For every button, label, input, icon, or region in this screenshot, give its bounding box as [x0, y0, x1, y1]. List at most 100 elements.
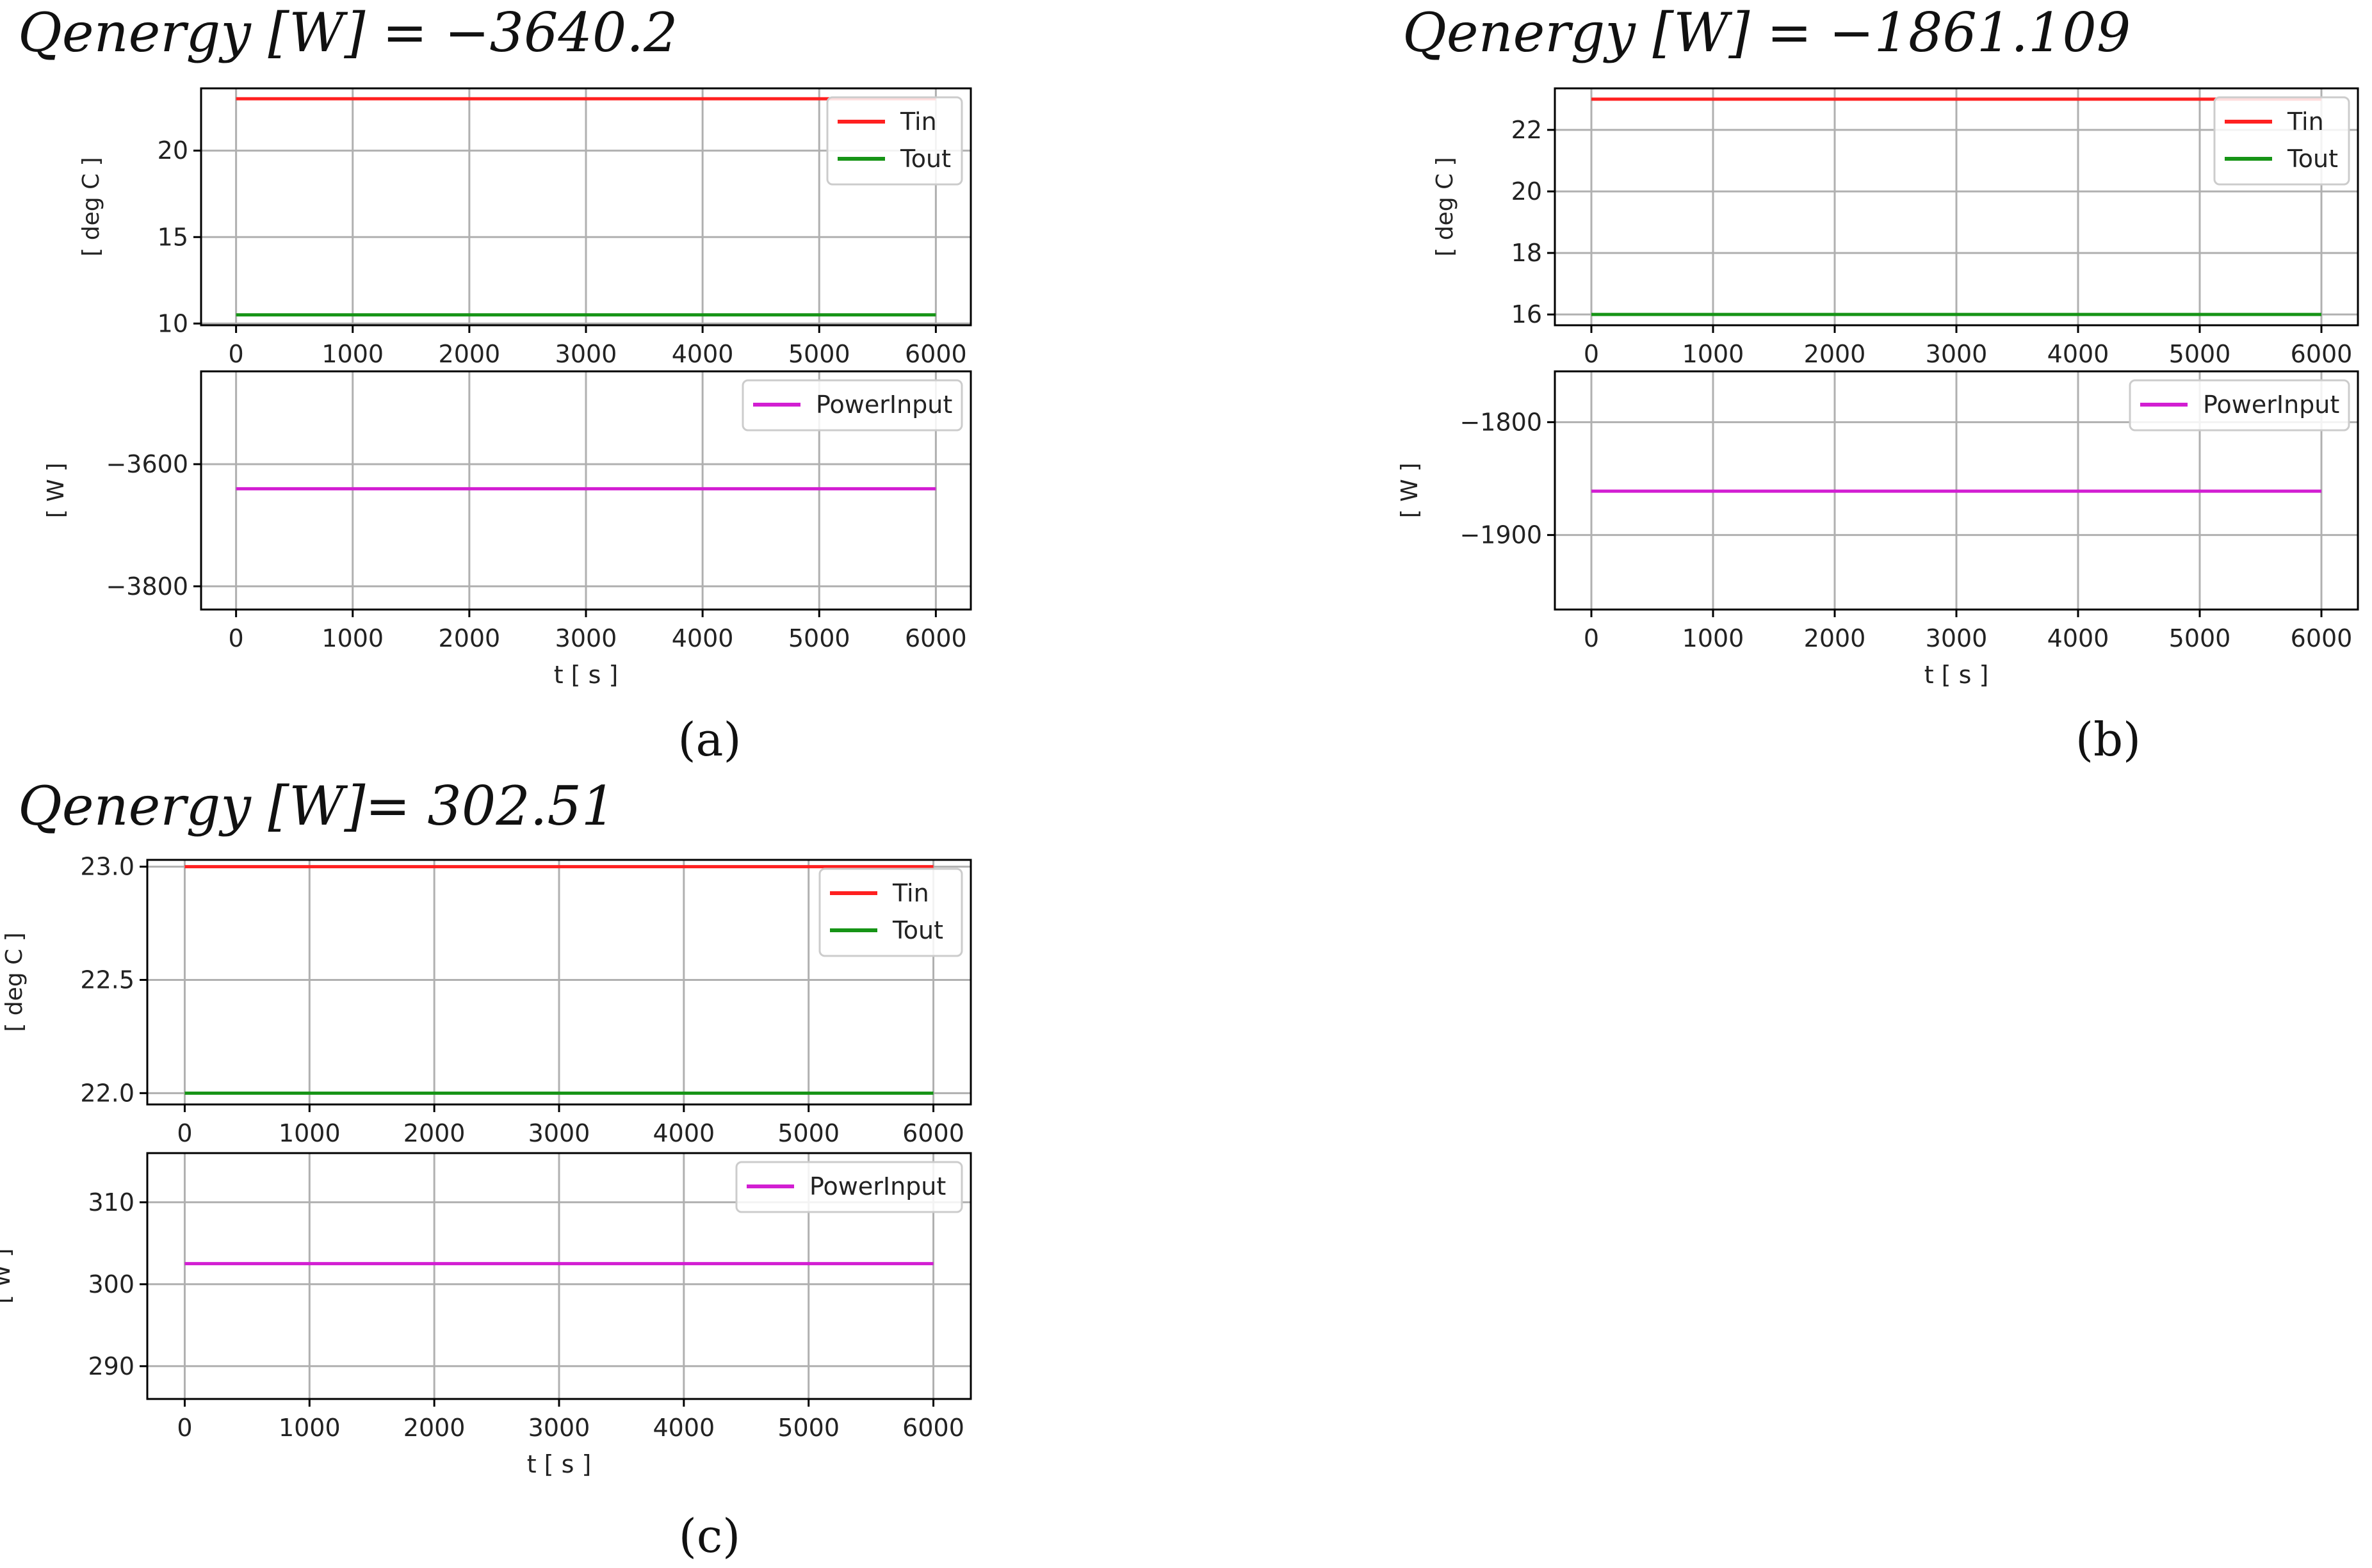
x-tick-label: 4000: [672, 340, 734, 368]
panel-a-temperature-chart: 0 1000 2000 3000 4000 5000 6000 10 15 20 [ deg C ]…: [78, 87, 972, 368]
legend-label-tin: Tin: [892, 879, 929, 907]
y-tick-label: −3800: [106, 572, 188, 601]
x-tick-label: 6000: [2291, 624, 2353, 652]
legend: Tin Tout: [2213, 96, 2350, 186]
legend: PowerInput: [2129, 379, 2350, 432]
x-tick-label: 4000: [2047, 340, 2109, 368]
legend-label-powerinput: PowerInput: [2203, 391, 2339, 419]
legend-label-tin: Tin: [900, 108, 937, 136]
y-tick-label: −1900: [1459, 521, 1542, 549]
x-axis-label: t [ s ]: [1924, 661, 1989, 689]
x-tick-label: 2000: [439, 340, 501, 368]
legend-label-powerinput: PowerInput: [816, 391, 952, 419]
x-tick-label: 5000: [788, 340, 850, 368]
x-tick-label: 1000: [321, 624, 384, 652]
x-tick-label: 2000: [1804, 340, 1866, 368]
x-tick-label: 2000: [439, 624, 501, 652]
x-tick-label: 5000: [777, 1119, 840, 1147]
x-tick-label: 2000: [403, 1119, 466, 1147]
x-tick-label: 5000: [788, 624, 850, 652]
y-axis-label: [ deg C ]: [1432, 157, 1458, 256]
x-tick-label: 4000: [672, 624, 734, 652]
y-tick-label: 18: [1511, 239, 1542, 267]
x-tick-label: 6000: [2291, 340, 2353, 368]
y-tick-label: 20: [158, 136, 188, 165]
panel-c-title: Qenergy [W]= 302.51: [18, 775, 615, 837]
x-tick-label: 1000: [1682, 340, 1744, 368]
x-tick-label: 0: [177, 1119, 192, 1147]
x-tick-label: 0: [229, 624, 244, 652]
legend-label-powerinput: PowerInput: [809, 1172, 946, 1200]
legend: Tin Tout: [818, 868, 963, 957]
x-tick-label: 2000: [403, 1414, 466, 1442]
legend-box: [742, 379, 963, 432]
panel-b-power-chart: 0 1000 2000 3000 4000 5000 6000 −1900 −1800 [ W ]…: [1397, 370, 2359, 689]
x-tick-label: 4000: [653, 1414, 715, 1442]
y-axis-label: [ W ]: [1397, 463, 1423, 519]
x-tick-label: 3000: [555, 624, 617, 652]
x-tick-label: 3000: [528, 1119, 590, 1147]
x-tick-label: 3000: [1926, 624, 1988, 652]
x-tick-label: 6000: [902, 1414, 964, 1442]
panel-a-title: Qenergy [W] = −3640.2: [18, 1, 678, 64]
x-tick-label: 4000: [653, 1119, 715, 1147]
legend: PowerInput: [742, 379, 963, 432]
x-tick-label: 0: [1584, 340, 1599, 368]
panel-b-label: (b): [2076, 713, 2141, 766]
x-tick-label: 5000: [2169, 624, 2231, 652]
x-tick-label: 0: [229, 340, 244, 368]
panel-a-label: (a): [678, 713, 741, 766]
y-tick-label: 10: [158, 309, 188, 337]
x-tick-label: 1000: [1682, 624, 1744, 652]
x-tick-label: 0: [1584, 624, 1599, 652]
y-tick-label: 290: [88, 1352, 134, 1380]
y-tick-label: 15: [158, 223, 188, 251]
panel-c-power-chart: 0 1000 2000 3000 4000 5000 6000 290 300 310 [ W ] t…: [0, 1152, 972, 1478]
y-tick-label: 22: [1511, 116, 1542, 144]
x-tick-label: 6000: [905, 340, 967, 368]
panel-b-title: Qenergy [W] = −1861.109: [1402, 1, 2131, 64]
y-tick-label: 23.0: [80, 853, 134, 881]
x-tick-label: 6000: [905, 624, 967, 652]
x-tick-label: 1000: [321, 340, 384, 368]
legend-label-tout: Tout: [892, 916, 943, 944]
x-tick-label: 2000: [1804, 624, 1866, 652]
legend-box: [735, 1161, 963, 1213]
legend-label-tin: Tin: [2287, 108, 2324, 136]
y-tick-label: 310: [88, 1188, 134, 1216]
legend-box: [826, 96, 963, 186]
y-tick-label: 20: [1511, 177, 1542, 206]
x-tick-label: 1000: [279, 1119, 341, 1147]
legend-label-tout: Tout: [900, 145, 951, 173]
legend-label-tout: Tout: [2287, 145, 2338, 173]
y-axis-label: [ deg C ]: [78, 157, 104, 256]
x-tick-label: 5000: [777, 1414, 840, 1442]
panel-a-power-chart: 0 1000 2000 3000 4000 5000 6000 −3800 −3600 [ W ]…: [43, 370, 972, 689]
y-axis-label: [ W ]: [0, 1249, 15, 1304]
y-tick-label: 22.0: [80, 1079, 134, 1107]
legend: PowerInput: [735, 1161, 963, 1213]
x-tick-label: 6000: [902, 1119, 964, 1147]
y-tick-label: 22.5: [80, 966, 134, 994]
x-tick-label: 3000: [1926, 340, 1988, 368]
y-axis-label: [ W ]: [43, 463, 69, 519]
x-tick-label: 5000: [2169, 340, 2231, 368]
x-tick-label: 4000: [2047, 624, 2109, 652]
legend-box: [2213, 96, 2350, 186]
legend-box: [2129, 379, 2350, 432]
x-tick-label: 3000: [528, 1414, 590, 1442]
y-axis-label: [ deg C ]: [1, 932, 28, 1031]
x-tick-label: 3000: [555, 340, 617, 368]
x-axis-label: t [ s ]: [554, 661, 619, 689]
legend: Tin Tout: [826, 96, 963, 186]
panel-c-label: (c): [679, 1509, 741, 1563]
legend-box: [818, 868, 963, 957]
y-tick-label: −1800: [1459, 408, 1542, 436]
y-tick-label: 16: [1511, 300, 1542, 328]
y-tick-label: −3600: [106, 450, 188, 478]
x-tick-label: 0: [177, 1414, 192, 1442]
y-tick-label: 300: [88, 1270, 134, 1298]
x-axis-label: t [ s ]: [527, 1450, 592, 1478]
